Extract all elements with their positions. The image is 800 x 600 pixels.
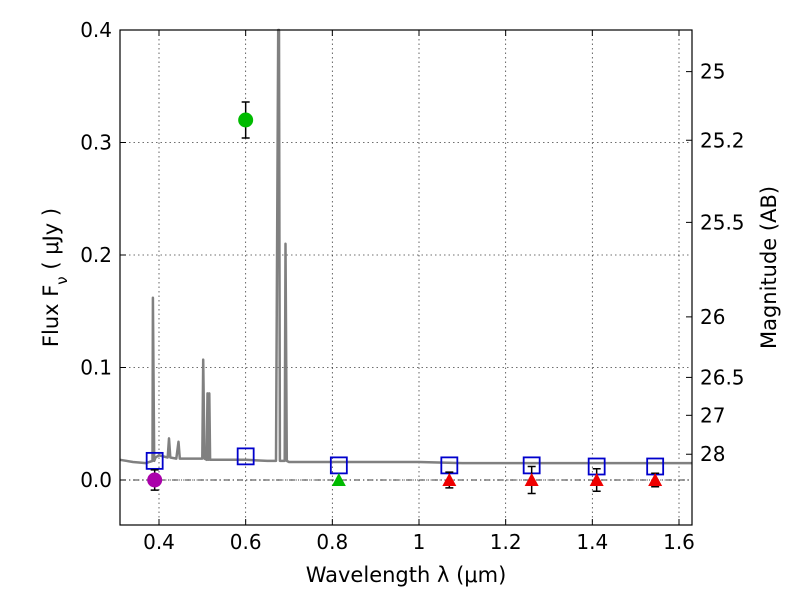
- y2-axis-title: Magnitude (AB): [757, 186, 781, 349]
- x-tick-label: 1.6: [663, 530, 695, 554]
- upper-limit-point: [524, 473, 539, 486]
- y2-tick-label: 28: [700, 442, 725, 466]
- x-tick-label: 1.2: [490, 530, 522, 554]
- y2-tick-label: 25: [700, 60, 725, 84]
- data-layer: [119, 28, 692, 495]
- detection-point: [238, 112, 254, 128]
- upper-limit-point: [442, 473, 457, 486]
- x-tick-label: 1.4: [576, 530, 608, 554]
- y2-tick-label: 25.2: [700, 128, 745, 152]
- y2-tick-label: 27: [700, 403, 725, 427]
- spectrum-line: [119, 28, 692, 465]
- y-tick-label: 0.3: [80, 131, 112, 155]
- x-axis-title: Wavelength λ (μm): [306, 563, 507, 587]
- model-square-point: [236, 447, 255, 466]
- x-tick-label: 0.4: [143, 530, 175, 554]
- y2-tick-label: 26.5: [700, 365, 745, 389]
- detection-point: [147, 472, 163, 488]
- x-tick-label: 1: [413, 530, 426, 554]
- plot-frame: [119, 29, 693, 526]
- model-square-point: [145, 451, 164, 470]
- x-tick-label: 0.8: [316, 530, 348, 554]
- y-axis-title: Flux Fν ( μJy ): [39, 208, 71, 347]
- y-tick-label: 0.1: [80, 356, 112, 380]
- y-tick-label: 0.0: [80, 468, 112, 492]
- upper-limit-point: [589, 473, 604, 486]
- y2-tick-label: 25.5: [700, 210, 745, 234]
- y-tick-label: 0.2: [80, 243, 112, 267]
- upper-limit-point: [648, 473, 663, 486]
- ticks: 0.4 0.6 0.8 1 1.2 1.4 1.6 0.0 0.1 0.2 0.3 0.4 25 25.2…: [80, 18, 744, 554]
- x-tick-label: 0.6: [230, 530, 262, 554]
- y2-tick-label: 26: [700, 305, 725, 329]
- y-tick-label: 0.4: [80, 18, 112, 42]
- upper-limit-point: [331, 473, 346, 486]
